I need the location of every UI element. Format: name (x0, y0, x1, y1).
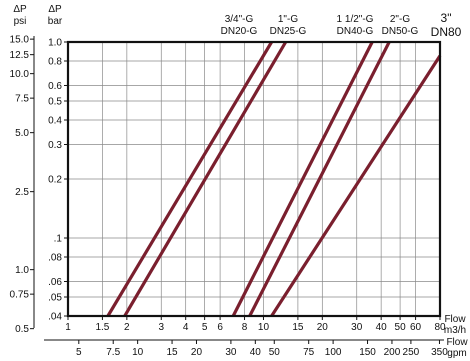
y-tick-label-bar: 0.2 (48, 175, 62, 186)
y-tick-label-psi: 0.5 (15, 324, 29, 335)
x-tick-label-m3h: 40 (376, 322, 388, 333)
y-tick-label-psi: 5.0 (15, 128, 29, 139)
series-line (106, 41, 273, 317)
flow-m3h-label: Flow (444, 314, 466, 325)
y-tick-label-bar: .08 (48, 252, 62, 263)
x-tick-label-m3h: 2 (124, 322, 130, 333)
series-label-size: 1"-G (278, 14, 298, 25)
x-tick-label-m3h: 50 (395, 322, 407, 333)
y-tick-label-bar: .1 (54, 234, 63, 245)
y-tick-label-psi: 12.5 (10, 50, 30, 61)
psi-header-unit: psi (14, 16, 27, 27)
series-line (123, 41, 288, 317)
y-tick-label-bar: 1.0 (48, 38, 62, 49)
series-group (106, 41, 442, 317)
y-tick-label-bar: 0.4 (48, 115, 62, 126)
series-label-size: 3/4"-G (225, 14, 254, 25)
x-tick-label-gpm: 250 (403, 347, 420, 358)
x-tick-label-m3h: 1.5 (95, 322, 109, 333)
y-tick-label-psi: 7.5 (15, 94, 29, 105)
x-tick-label-m3h: 30 (351, 322, 363, 333)
series-line (231, 41, 374, 317)
x-tick-label-m3h: 10 (258, 322, 270, 333)
grid-lines (68, 42, 440, 316)
x-tick-label-gpm: 20 (191, 347, 203, 358)
x-tick-label-gpm: 40 (250, 347, 262, 358)
y-tick-label-psi: 1.0 (15, 265, 29, 276)
bar-header-unit: bar (48, 16, 63, 27)
x-tick-label-m3h: 5 (202, 322, 208, 333)
psi-header-delta: ΔP (13, 4, 27, 15)
x-tick-label-gpm: 200 (384, 347, 401, 358)
y-tick-label-bar: .04 (48, 312, 62, 323)
bar-header-delta: ΔP (48, 4, 62, 15)
x-tick-label-gpm: 30 (225, 347, 237, 358)
x-tick-label-gpm: 100 (325, 347, 342, 358)
y-tick-label-bar: .06 (48, 277, 62, 288)
flow-gpm-unit: gpm (447, 348, 466, 359)
series-line (270, 54, 442, 317)
y-tick-label-psi: 2.5 (15, 187, 29, 198)
tick-labels: 1 1.5 2 3 4 5 6 8 10 15 20 30 40 50 60 801.00.80.60.50.… (10, 35, 449, 358)
x-tick-label-gpm: 50 (269, 347, 281, 358)
x-tick-label-m3h: 80 (434, 322, 446, 333)
y-tick-label-psi: 0.75 (10, 290, 30, 301)
axis-headers: ΔP psi ΔP bar Flow m3/h Flow gpm (13, 4, 468, 359)
x-tick-label-m3h: 20 (317, 322, 329, 333)
x-tick-label-gpm: 10 (132, 347, 144, 358)
x-tick-label-gpm: 15 (166, 347, 178, 358)
series-label-dn: DN80 (431, 25, 462, 39)
series-label-dn: DN50-G (382, 26, 419, 37)
y-tick-label-bar: 0.8 (48, 56, 62, 67)
x-tick-label-m3h: 8 (242, 322, 248, 333)
series-line (248, 41, 391, 317)
series-label-size: 3" (441, 11, 452, 25)
flow-gpm-label: Flow (446, 337, 468, 348)
y-tick-label-bar: 0.3 (48, 140, 62, 151)
x-tick-label-m3h: 60 (410, 322, 422, 333)
series-label-dn: DN40-G (337, 26, 374, 37)
y-tick-label-bar: 0.6 (48, 81, 62, 92)
x-tick-label-gpm: 7.5 (106, 347, 120, 358)
y-tick-label-psi: 10.0 (10, 69, 30, 80)
y-tick-label-bar: 0.5 (48, 97, 62, 108)
x-tick-label-m3h: 1 (65, 322, 71, 333)
x-tick-label-m3h: 4 (183, 322, 189, 333)
flow-m3h-unit: m3/h (444, 325, 466, 336)
x-tick-label-gpm: 150 (359, 347, 376, 358)
x-tick-label-m3h: 6 (217, 322, 223, 333)
x-tick-label-m3h: 15 (292, 322, 304, 333)
y-tick-label-bar: .05 (48, 293, 62, 304)
x-tick-label-m3h: 3 (158, 322, 164, 333)
series-label-size: 2"-G (390, 14, 410, 25)
series-label-dn: DN25-G (270, 26, 307, 37)
x-tick-label-gpm: 350 (431, 347, 448, 358)
y-tick-label-psi: 15.0 (10, 35, 30, 46)
x-tick-label-gpm: 75 (303, 347, 315, 358)
series-label-size: 1 1/2"-G (337, 14, 374, 25)
series-label-dn: DN20-G (221, 26, 258, 37)
x-tick-label-gpm: 5 (76, 347, 82, 358)
